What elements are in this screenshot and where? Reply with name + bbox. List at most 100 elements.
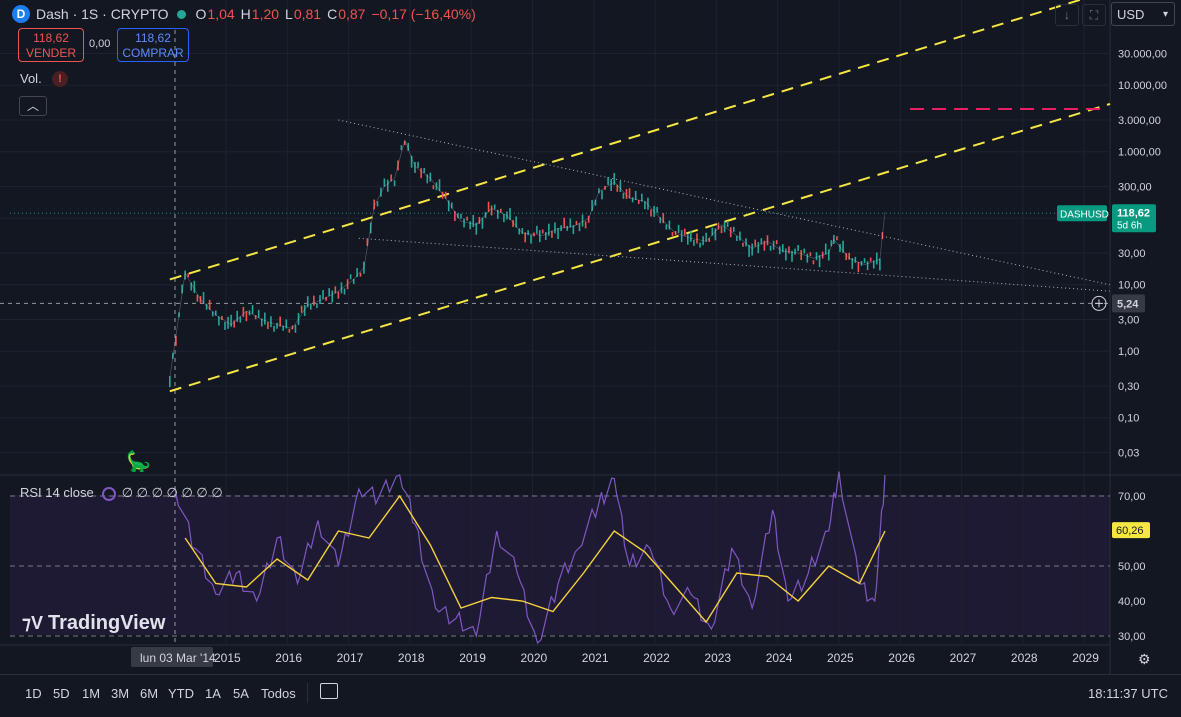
rsi-settings-icon[interactable]	[101, 486, 116, 501]
symbol-badge	[1057, 205, 1107, 222]
price-tick-label: 0,10	[1118, 413, 1139, 425]
timeframe-6m[interactable]: 6M	[140, 686, 159, 701]
rsi-tick-label: 40,00	[1118, 596, 1146, 608]
sell-button[interactable]: 118,62 VENDER	[18, 28, 84, 62]
fullscreen-icon[interactable]: ⛶	[1082, 4, 1106, 26]
channel-upper-line	[169, 0, 1083, 281]
price-tick-label: 300,00	[1118, 182, 1152, 194]
rsi-title: RSI 14 close	[20, 485, 94, 500]
price-tick-label: 0,30	[1118, 381, 1139, 393]
tradingview-logo-icon: ⁊V	[22, 613, 48, 633]
crosshair-date-box	[131, 647, 213, 667]
rsi-line	[174, 471, 886, 645]
ohlc-close-label: C	[327, 6, 338, 22]
toolbar-divider	[307, 683, 308, 703]
price-tick-label: 1,00	[1118, 346, 1139, 358]
rsi-tick-label: 30,00	[1118, 631, 1146, 643]
sell-label: VENDER	[25, 46, 76, 60]
add-alert-icon	[1091, 295, 1107, 311]
time-tick-label: 2029	[1072, 651, 1099, 665]
rsi-values: ∅ ∅ ∅ ∅ ∅ ∅ ∅	[121, 485, 223, 500]
timeframe-1d[interactable]: 1D	[25, 686, 42, 701]
price-tick-label: 10.000,00	[1118, 80, 1167, 92]
buy-price: 118,62	[135, 31, 171, 45]
bottom-toolbar	[0, 674, 1181, 713]
chevron-down-icon: ▾	[1162, 9, 1168, 20]
price-tick-label: 30,00	[1118, 248, 1146, 260]
calendar-icon[interactable]	[320, 683, 338, 699]
tradingview-watermark: ⁊V TradingView	[22, 612, 165, 635]
price-tick-label: 30.000,00	[1118, 49, 1167, 61]
time-tick-label: 2021	[582, 651, 609, 665]
rsi-ma-line	[184, 494, 886, 624]
timeframe-5a[interactable]: 5A	[233, 686, 249, 701]
symbol-title[interactable]: Dash · 1S · CRYPTO	[36, 6, 169, 22]
time-tick-label: 2024	[766, 651, 793, 665]
last-price-badge	[1112, 204, 1156, 233]
time-tick-label: 2020	[521, 651, 548, 665]
time-tick-label: 2025	[827, 651, 854, 665]
market-status-icon	[176, 9, 186, 19]
ohlc-low-value: 0,81	[293, 6, 322, 22]
ohlc-open-value: 1,04	[207, 6, 235, 22]
ohlc-low-label: L	[285, 6, 293, 22]
price-tick-label: 10,00	[1118, 280, 1146, 292]
dinosaur-icon: 🦕	[126, 451, 151, 473]
rsi-legend[interactable]: RSI 14 close ∅ ∅ ∅ ∅ ∅ ∅ ∅	[20, 485, 223, 501]
dash-logo-icon: D	[12, 5, 30, 23]
time-tick-label: 2016	[275, 651, 302, 665]
time-tick-label: 2027	[950, 651, 977, 665]
time-tick-label: 2017	[337, 651, 364, 665]
collapse-legend-button[interactable]: ︿	[19, 96, 47, 116]
volume-label[interactable]: Vol.	[20, 71, 42, 86]
buy-button[interactable]: 118,62 COMPRAR	[117, 28, 189, 62]
ohlc-high-label: H	[240, 6, 251, 22]
price-series-line	[169, 139, 886, 378]
timeframe-3m[interactable]: 3M	[111, 686, 130, 701]
main-pane	[0, 0, 1110, 475]
warning-icon[interactable]: !	[52, 71, 68, 87]
price-tick-label: 3,00	[1118, 315, 1139, 327]
timeframe-5d[interactable]: 5D	[53, 686, 70, 701]
timeframe-todos[interactable]: Todos	[261, 686, 296, 701]
crosshair-price-label: 5,24	[1117, 298, 1139, 310]
utc-clock[interactable]: 18:11:37 UTC	[1088, 686, 1168, 701]
time-tick-label: 2022	[643, 651, 670, 665]
rsi-value-label: 60,26	[1116, 525, 1144, 537]
channel-lower-line	[169, 103, 1111, 393]
sell-price: 118,62	[33, 31, 69, 45]
ohlc-high-value: 1,20	[251, 6, 280, 22]
currency-select[interactable]: USD ▾	[1111, 2, 1175, 26]
price-tick-label: 3.000,00	[1118, 115, 1161, 127]
price-tick-label: 0,03	[1118, 448, 1139, 460]
tradingview-name: TradingView	[47, 612, 166, 634]
symbol-header: D Dash · 1S · CRYPTO O 1,04 H 1,20 L 0,81 C…	[12, 4, 482, 24]
crosshair-price-box	[1112, 294, 1145, 313]
price-tick-label: 1.000,00	[1118, 147, 1161, 159]
time-tick-label: 2028	[1011, 651, 1038, 665]
timeframe-1m[interactable]: 1M	[82, 686, 101, 701]
time-tick-label: 2018	[398, 651, 425, 665]
timeframe-1a[interactable]: 1A	[205, 686, 221, 701]
rsi-tick-label: 50,00	[1118, 561, 1146, 573]
rsi-value-badge	[1112, 522, 1150, 539]
time-tick-label: 2019	[459, 651, 486, 665]
rsi-tick-label: 70,00	[1118, 491, 1146, 503]
symbol-badge-label: DASHUSD	[1060, 209, 1109, 220]
time-tick-label: 2015	[214, 651, 241, 665]
download-icon[interactable]: ↓	[1055, 4, 1079, 26]
ohlc-close-value: 0,87	[338, 6, 366, 22]
timeframe-ytd[interactable]: YTD	[168, 686, 194, 701]
spread-value: 0,00	[89, 38, 111, 50]
time-tick-label: 2023	[704, 651, 731, 665]
wedge-lower-line	[358, 237, 1110, 292]
last-price-label: 118,62	[1117, 207, 1150, 219]
ohlc-open-label: O	[195, 6, 207, 22]
countdown-label: 5d 6h	[1117, 220, 1142, 231]
crosshair-date-label: lun 03 Mar '14	[140, 651, 216, 665]
gear-icon[interactable]: ⚙	[1138, 651, 1151, 667]
price-change: −0,17 (−16,40%)	[371, 6, 476, 22]
currency-value: USD	[1117, 7, 1145, 22]
